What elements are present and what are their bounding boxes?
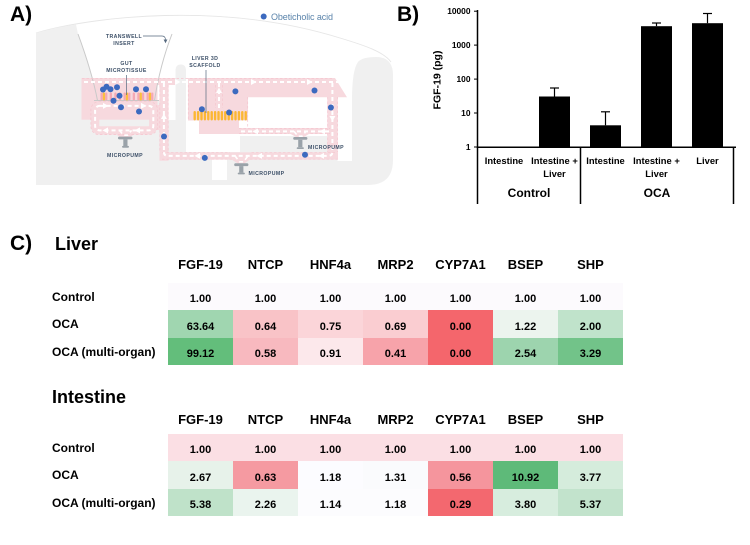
- svg-text:Liver: Liver: [696, 155, 719, 166]
- svg-text:MICROPUMP: MICROPUMP: [308, 145, 344, 151]
- svg-text:100: 100: [457, 74, 471, 84]
- svg-text:OCA: OCA: [644, 186, 671, 200]
- svg-text:Intestine: Intestine: [485, 155, 524, 166]
- svg-text:GUT: GUT: [120, 61, 133, 67]
- svg-text:TRANSWELL: TRANSWELL: [106, 34, 143, 40]
- svg-text:MICROPUMP: MICROPUMP: [107, 153, 143, 159]
- svg-text:Obeticholic acid: Obeticholic acid: [271, 12, 333, 22]
- svg-text:INSERT: INSERT: [113, 41, 135, 47]
- svg-text:Intestine: Intestine: [586, 155, 625, 166]
- svg-text:1000: 1000: [452, 40, 471, 50]
- svg-text:Control: Control: [508, 186, 551, 200]
- svg-text:FGF-19 (pg): FGF-19 (pg): [432, 51, 444, 110]
- svg-text:MICROTISSUE: MICROTISSUE: [106, 68, 147, 74]
- svg-text:10: 10: [461, 108, 471, 118]
- svg-text:SCAFFOLD: SCAFFOLD: [189, 63, 220, 69]
- svg-text:LIVER 3D: LIVER 3D: [192, 56, 219, 62]
- svg-text:Intestine +: Intestine +: [531, 155, 578, 166]
- svg-text:Intestine +: Intestine +: [633, 155, 680, 166]
- svg-text:MICROPUMP: MICROPUMP: [249, 171, 285, 177]
- svg-text:1: 1: [466, 142, 471, 152]
- svg-text:Liver: Liver: [543, 168, 566, 179]
- svg-text:Liver: Liver: [645, 168, 668, 179]
- svg-text:10000: 10000: [447, 6, 471, 16]
